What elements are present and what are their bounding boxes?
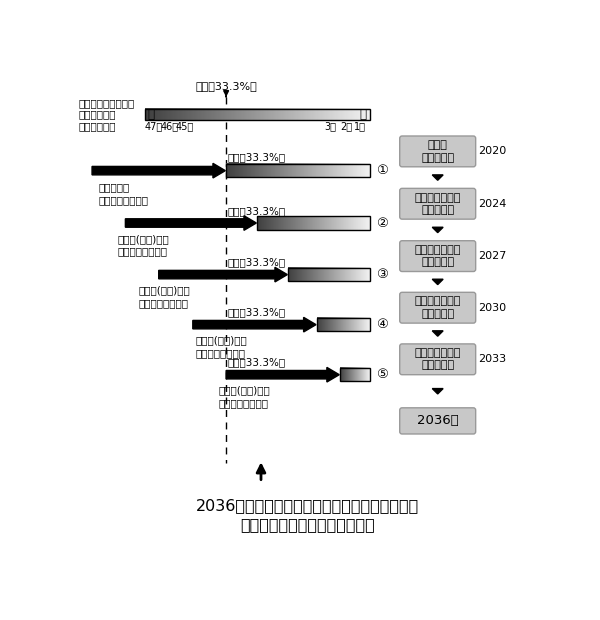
Polygon shape bbox=[193, 317, 316, 332]
Bar bbox=[257, 216, 370, 229]
FancyBboxPatch shape bbox=[400, 136, 476, 167]
Text: 第９次（後期）
計画開始時: 第９次（後期） 計画開始時 bbox=[415, 348, 461, 371]
Polygon shape bbox=[432, 175, 443, 180]
FancyBboxPatch shape bbox=[400, 241, 476, 272]
Polygon shape bbox=[92, 163, 226, 178]
Text: 必要となる医師偏在指標の水準: 必要となる医師偏在指標の水準 bbox=[240, 517, 375, 533]
FancyBboxPatch shape bbox=[400, 344, 476, 374]
Text: 1位: 1位 bbox=[354, 121, 366, 131]
Polygon shape bbox=[432, 228, 443, 232]
Polygon shape bbox=[158, 267, 287, 282]
Text: （下位33.3%）: （下位33.3%） bbox=[227, 153, 286, 162]
Text: ②: ② bbox=[376, 216, 388, 229]
Text: 第９次(後期)計画
による偏在の改善: 第９次(後期)計画 による偏在の改善 bbox=[218, 386, 270, 409]
Text: 第９次（前期）
計画開始時: 第９次（前期） 計画開始時 bbox=[415, 296, 461, 319]
Text: 医師少数三次医療圏: 医師少数三次医療圏 bbox=[79, 98, 135, 108]
Text: ④: ④ bbox=[376, 318, 388, 331]
Text: 3位: 3位 bbox=[325, 121, 337, 131]
Bar bbox=[288, 268, 370, 281]
Polygon shape bbox=[432, 389, 443, 394]
Text: 医療圏の順位: 医療圏の順位 bbox=[79, 121, 116, 131]
Text: 第８次(前期)計画
による偏在の改善: 第８次(前期)計画 による偏在の改善 bbox=[118, 234, 169, 257]
Polygon shape bbox=[432, 279, 443, 285]
Text: 45位: 45位 bbox=[176, 121, 194, 131]
Text: 2036年: 2036年 bbox=[417, 414, 458, 427]
Text: 第８次（後期）
計画開始時: 第８次（後期） 計画開始時 bbox=[415, 245, 461, 267]
FancyBboxPatch shape bbox=[400, 408, 476, 434]
Text: 医師偏在指標: 医師偏在指標 bbox=[79, 110, 116, 120]
Bar bbox=[340, 368, 370, 381]
Bar bbox=[226, 164, 370, 177]
Text: （下位33.3%）: （下位33.3%） bbox=[227, 257, 286, 267]
Text: 2033: 2033 bbox=[478, 354, 506, 365]
FancyBboxPatch shape bbox=[400, 292, 476, 323]
Polygon shape bbox=[432, 331, 443, 336]
Text: 第９次(前期)計画
による偏在の改善: 第９次(前期)計画 による偏在の改善 bbox=[195, 335, 247, 358]
Text: （下位33.3%）: （下位33.3%） bbox=[195, 81, 257, 91]
FancyBboxPatch shape bbox=[400, 188, 476, 219]
Text: 2030: 2030 bbox=[478, 303, 506, 312]
Text: ⑤: ⑤ bbox=[376, 368, 388, 381]
Text: 2024: 2024 bbox=[478, 199, 506, 209]
Text: 小: 小 bbox=[148, 108, 155, 121]
Text: ①: ① bbox=[376, 164, 388, 177]
Text: 2020: 2020 bbox=[478, 146, 506, 156]
Text: 2位: 2位 bbox=[340, 121, 352, 131]
Text: 第７次
計画開始時: 第７次 計画開始時 bbox=[421, 140, 454, 162]
Bar bbox=[317, 318, 370, 331]
Text: 47位: 47位 bbox=[145, 121, 163, 131]
Text: ③: ③ bbox=[376, 268, 388, 281]
Text: （下位33.3%）: （下位33.3%） bbox=[227, 357, 286, 368]
Text: 第８次(後期)計画
による偏在の改善: 第８次(後期)計画 による偏在の改善 bbox=[139, 285, 190, 308]
Polygon shape bbox=[226, 368, 339, 382]
Text: 46位: 46位 bbox=[160, 121, 178, 131]
Text: 2036年時点における医師の需要を満たすために: 2036年時点における医師の需要を満たすために bbox=[196, 498, 419, 513]
Text: （下位33.3%）: （下位33.3%） bbox=[227, 206, 286, 216]
Text: 大: 大 bbox=[359, 108, 367, 121]
Bar bbox=[145, 108, 370, 120]
Text: （下位33.3%）: （下位33.3%） bbox=[227, 308, 286, 317]
Text: 2027: 2027 bbox=[478, 251, 506, 261]
Polygon shape bbox=[125, 216, 256, 230]
Text: 第８次（前期）
計画開始時: 第８次（前期） 計画開始時 bbox=[415, 193, 461, 215]
Text: 第７次計画
による偏在の改善: 第７次計画 による偏在の改善 bbox=[98, 182, 148, 205]
